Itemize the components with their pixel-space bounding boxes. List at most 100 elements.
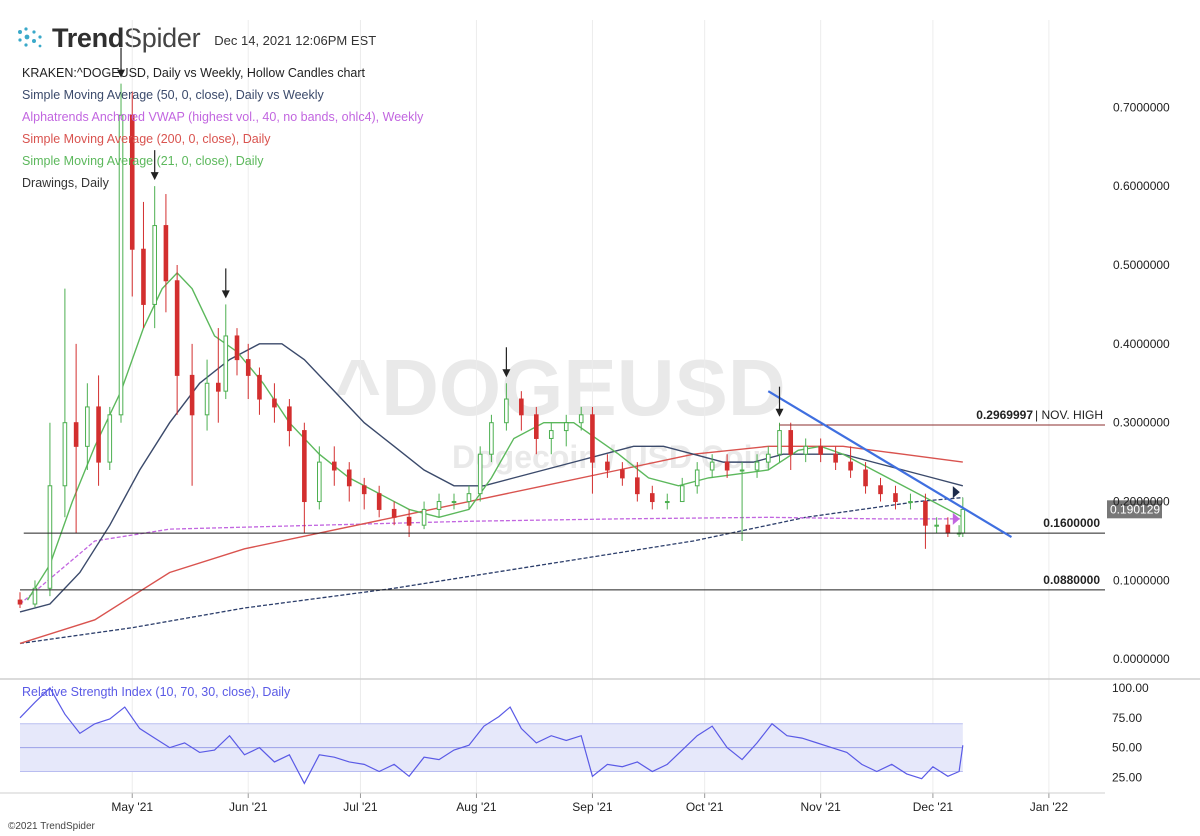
legend-vwap: Alphatrends Anchored VWAP (highest vol.,…	[22, 110, 424, 124]
x-tick-label: Oct '21	[686, 800, 724, 814]
candle-body	[204, 382, 210, 416]
candle-body	[590, 414, 595, 463]
candle-body	[421, 508, 427, 526]
x-tick-label: Nov '21	[800, 800, 841, 814]
candle-body	[605, 461, 610, 471]
candle-body	[548, 430, 554, 439]
candle-body	[620, 469, 625, 479]
price-tick-label: 0.7000000	[1113, 100, 1170, 114]
candle-body	[223, 335, 229, 392]
candle-body	[709, 461, 715, 471]
candle-body	[129, 114, 135, 250]
rsi-tick-label: 100.00	[1112, 681, 1149, 695]
candle-body	[803, 445, 808, 455]
candle-body	[694, 469, 700, 487]
copyright: ©2021 TrendSpider	[8, 821, 95, 832]
candle-body	[17, 599, 23, 605]
watermark-symbol: ^DOGEUSD	[334, 343, 785, 432]
rsi-line	[19, 687, 964, 785]
candle-body	[118, 114, 124, 416]
candle-body	[391, 508, 397, 518]
rsi-tick-label: 25.00	[1112, 770, 1142, 784]
candle-body	[47, 485, 53, 589]
candle-body	[62, 422, 68, 487]
candle-body	[317, 461, 322, 503]
candle-body	[878, 485, 883, 495]
candle-body	[908, 501, 913, 504]
swing-high-arrowhead	[502, 369, 511, 378]
candle-body	[96, 406, 101, 463]
candle-body	[234, 335, 240, 361]
x-tick-label: Aug '21	[456, 800, 497, 814]
annotations: 0.2969997 | NOV. HIGH 0.1600000 0.0880000 0.…	[20, 47, 1162, 591]
candle-body	[361, 485, 367, 495]
candle-body	[765, 453, 771, 463]
candle-body	[257, 374, 262, 400]
candle-body	[777, 430, 782, 455]
legend-sma200: Simple Moving Average (200, 0, close), D…	[22, 132, 271, 146]
sma200-line	[19, 445, 963, 645]
candle-body	[833, 453, 838, 463]
logo-wordmark: TrendSpider	[52, 22, 201, 53]
x-tick-label: Sep '21	[572, 800, 613, 814]
x-tick-label: Jan '22	[1030, 800, 1069, 814]
candle-body	[152, 225, 157, 305]
price-tick-label: 0.2000000	[1113, 495, 1170, 509]
level-note: | NOV. HIGH	[1035, 408, 1103, 422]
candle-body	[534, 414, 539, 439]
swing-high-arrowhead	[117, 69, 126, 78]
price-tick-label: 0.3000000	[1113, 416, 1170, 430]
candle-body	[945, 524, 951, 534]
candle-body	[32, 587, 38, 605]
candle-body	[739, 469, 745, 472]
swing-high-arrowhead	[775, 408, 784, 417]
candle-body	[863, 469, 868, 487]
candle-body	[754, 461, 760, 471]
sma50-marker	[952, 486, 960, 499]
candle-body	[848, 461, 853, 471]
price-tick-label: 0.1000000	[1113, 573, 1170, 587]
candle-body	[436, 501, 442, 510]
candle-body	[893, 493, 898, 503]
price-tick-label: 0.4000000	[1113, 337, 1170, 351]
candle-body	[141, 248, 146, 305]
candle-body	[272, 398, 277, 408]
candle-body	[163, 225, 169, 282]
rsi-label: Relative Strength Index (10, 70, 30, clo…	[22, 685, 291, 699]
watermark-name: Dogecoin / USD Coin	[452, 439, 772, 475]
legend-sma21: Simple Moving Average (21, 0, close), Da…	[22, 154, 264, 168]
candle-body	[679, 485, 685, 503]
header: TrendSpider Dec 14, 2021 12:06PM EST	[16, 22, 376, 54]
candle-body	[563, 422, 569, 432]
vwap-marker	[952, 512, 960, 525]
price-tick-label: 0.5000000	[1113, 258, 1170, 272]
rsi-tick-label: 50.00	[1112, 741, 1142, 755]
spider-logo-icon	[18, 27, 42, 48]
candle-body	[635, 477, 640, 495]
x-tick-label: Jul '21	[343, 800, 378, 814]
candle-body	[489, 422, 494, 455]
timestamp: Dec 14, 2021 12:06PM EST	[214, 32, 377, 48]
candle-body	[376, 493, 382, 510]
axes: May '21 Jun '21 Jul '21 Aug '21 Sep '21 Oct '…	[0, 100, 1200, 814]
candle-body	[504, 398, 509, 424]
level-label: 0.0880000	[1043, 573, 1100, 587]
candle-body	[788, 430, 794, 455]
legend-drawings: Drawings, Daily	[22, 176, 109, 190]
level-label: 0.1600000	[1043, 516, 1100, 530]
candle-body	[519, 398, 524, 416]
candle-body	[346, 469, 352, 487]
candle-body	[73, 422, 79, 447]
candle-body	[664, 501, 670, 504]
current-price-tag	[1107, 500, 1162, 519]
vwap-line	[19, 516, 963, 605]
level-label: 0.2969997	[976, 408, 1033, 422]
candles	[17, 83, 966, 608]
candle-body	[578, 414, 584, 424]
candle-body	[960, 508, 966, 534]
candle-body	[85, 406, 90, 447]
swing-high-arrowhead	[150, 172, 159, 181]
candle-body	[477, 453, 483, 495]
candle-body	[451, 501, 457, 504]
